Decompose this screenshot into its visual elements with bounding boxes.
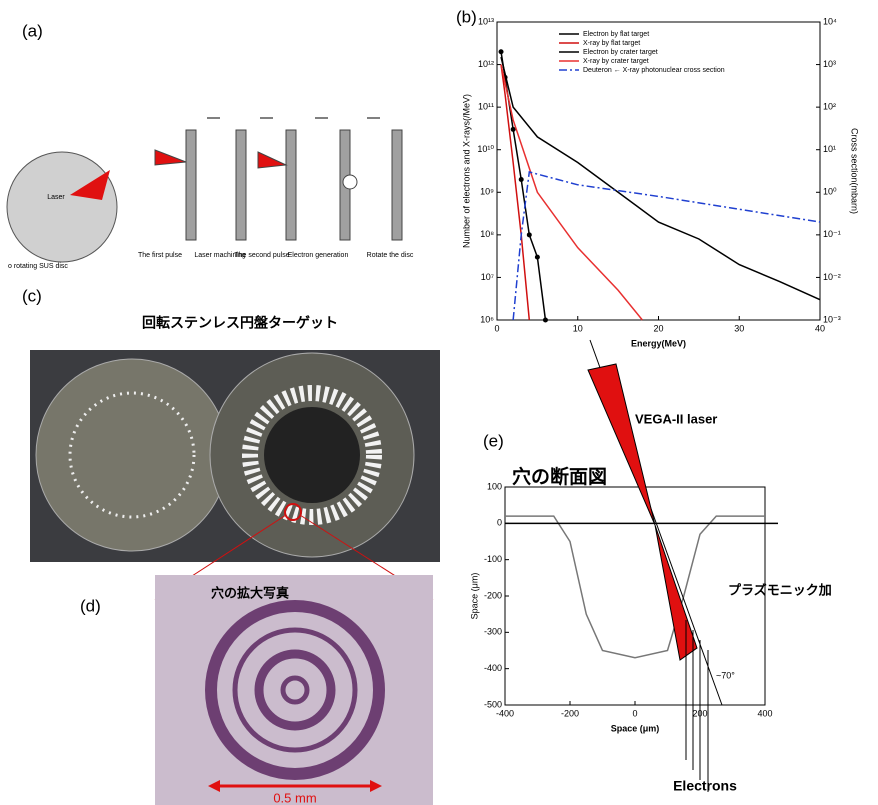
y-tick-label: -300 [484, 627, 502, 637]
y-tick-label: -100 [484, 554, 502, 564]
panel-label: (e) [483, 431, 504, 450]
disc-caption: o rotating SUS disc [8, 263, 68, 270]
y2-tick-label: 10⁰ [823, 187, 837, 197]
legend-label: Electron by crater target [583, 49, 658, 56]
step-caption: The first pulse [138, 252, 182, 259]
step-caption: Rotate the disc [367, 252, 414, 259]
series-line [513, 172, 820, 320]
disc-label: Laser [47, 194, 65, 201]
angle-label: ~70° [716, 670, 735, 680]
y-tick-label: 10⁶ [480, 314, 494, 324]
disc-center [264, 407, 360, 503]
series-line [501, 65, 642, 320]
series-line [505, 516, 765, 658]
y2-tick-label: 10⁻² [823, 272, 841, 282]
data-point [543, 318, 548, 323]
y-tick-label: 10⁹ [480, 187, 494, 197]
x-tick-label: 0 [494, 323, 499, 333]
electrons-label: Electrons [673, 778, 737, 794]
data-point [519, 177, 524, 182]
x-tick-label: 20 [653, 323, 663, 333]
y2-tick-label: 10⁻³ [823, 314, 841, 324]
legend-label: X-ray by crater target [583, 58, 649, 65]
panel-label: (a) [22, 21, 43, 40]
x-tick-label: -200 [561, 708, 579, 718]
y-axis-label: Space (μm) [469, 573, 479, 620]
laser-label: VEGA-II laser [635, 411, 717, 426]
photo-title: 穴の拡大写真 [211, 585, 289, 600]
data-point [499, 49, 504, 54]
y2-tick-label: 10⁴ [823, 16, 837, 26]
legend-label: Deuteron ← X-ray photonuclear cross sect… [583, 67, 725, 74]
y-tick-label: 10⁸ [480, 229, 494, 239]
panel-label: (d) [80, 596, 101, 615]
x-tick-label: -400 [496, 708, 514, 718]
x-tick-label: 30 [734, 323, 744, 333]
figure: (a) Laser o rotating SUS disc The first … [0, 0, 878, 805]
section-title: 穴の断面図 [512, 465, 607, 488]
disc [7, 152, 117, 262]
y-tick-label: 0 [497, 518, 502, 528]
scale-label: 0.5 mm [273, 790, 316, 805]
data-point [511, 127, 516, 132]
y-tick-label: 10¹⁰ [477, 144, 494, 154]
y2-axis-label: Cross section(mbarn) [850, 128, 860, 214]
legend-label: X-ray by flat target [583, 40, 640, 47]
y-tick-label: 10¹² [478, 59, 494, 69]
data-point [527, 232, 532, 237]
laser-beam [588, 364, 655, 525]
disc [36, 359, 228, 551]
y-tick-label: -500 [484, 699, 502, 709]
photo-title: 回転ステンレス円盤ターゲット [142, 315, 338, 331]
panel-label: (b) [456, 7, 477, 26]
x-axis-label: Space (μm) [611, 723, 660, 733]
y-tick-label: 10¹³ [478, 16, 494, 26]
y2-tick-label: 10⁻¹ [823, 229, 841, 239]
series-line [501, 65, 529, 320]
y-axis-label: Number of electrons and X-rays(/MeV) [461, 94, 471, 248]
y-tick-label: 10⁷ [481, 272, 494, 282]
step-caption: Electron generation [288, 252, 349, 259]
data-point [535, 255, 540, 260]
panel-label: (c) [22, 286, 42, 305]
x-tick-label: 400 [757, 708, 772, 718]
x-tick-label: 10 [573, 323, 583, 333]
y2-tick-label: 10¹ [823, 144, 836, 154]
step-caption: The second pulse [234, 252, 289, 259]
step-diagrams [155, 130, 402, 240]
x-tick-label: 0 [632, 708, 637, 718]
laser-beam [655, 525, 697, 660]
plasmonic-label: プラズモニック加 [728, 582, 832, 597]
y-tick-label: 100 [487, 481, 502, 491]
legend-label: Electron by flat target [583, 31, 649, 38]
y-tick-label: -200 [484, 590, 502, 600]
y-tick-label: 10¹¹ [478, 102, 494, 112]
series-line [501, 57, 820, 300]
y2-tick-label: 10² [823, 102, 836, 112]
y-tick-label: -400 [484, 663, 502, 673]
x-tick-label: 40 [815, 323, 825, 333]
x-axis-label: Energy(MeV) [631, 338, 686, 348]
y2-tick-label: 10³ [823, 59, 836, 69]
